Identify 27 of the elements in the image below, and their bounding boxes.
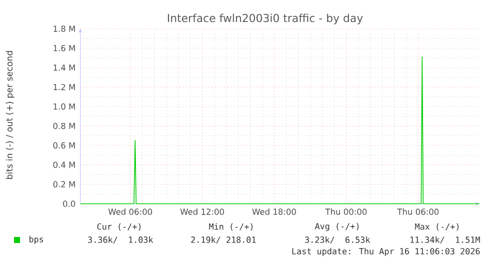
y-tick-label: 1.0 M xyxy=(54,103,75,110)
text: 3.23k/ 6.53k xyxy=(305,236,370,244)
y-tick-label: 0.6 M xyxy=(53,142,75,149)
text: Avg (-/+) xyxy=(314,222,359,232)
y-axis-title: bits in (-) / out (+) per second xyxy=(6,51,14,179)
text: 2.19k/ 218.01 xyxy=(191,236,256,244)
text: 3.36k/ 1.03k xyxy=(88,236,154,244)
text: Last update: Thu Apr 16 11:06:03 2026 xyxy=(292,248,480,256)
y-tick-label: 1.6 M xyxy=(54,45,75,52)
y-tick-label: 1.2 M xyxy=(54,84,75,90)
chart-title: Interface fwln2003i0 traffic - by day xyxy=(168,14,363,24)
y-tick-label: 0.0 xyxy=(63,200,76,207)
y-tick-label: 0.2 M xyxy=(53,181,75,188)
x-tick-label: Wed 18:00 xyxy=(252,208,296,215)
text: Min (-/+) xyxy=(209,223,253,231)
y-tick-label: 1.8 M xyxy=(54,26,75,32)
x-tick-label: Thu 06:00 xyxy=(397,208,439,215)
text: Max (-/+) xyxy=(415,223,459,231)
y-tick-label: 0.4 M xyxy=(53,162,75,168)
x-tick-label: Wed 12:00 xyxy=(180,208,224,215)
legend-label: bps xyxy=(30,236,44,244)
text: 11.34k/ 1.51M xyxy=(410,236,480,244)
y-tick-label: 0.8 M xyxy=(53,122,75,130)
text: Cur (-/+) xyxy=(97,223,141,231)
x-tick-label: Wed 06:00 xyxy=(108,208,152,215)
y-tick-label: 1.4 M xyxy=(54,64,75,71)
x-tick-label: Thu 00:00 xyxy=(325,208,367,215)
